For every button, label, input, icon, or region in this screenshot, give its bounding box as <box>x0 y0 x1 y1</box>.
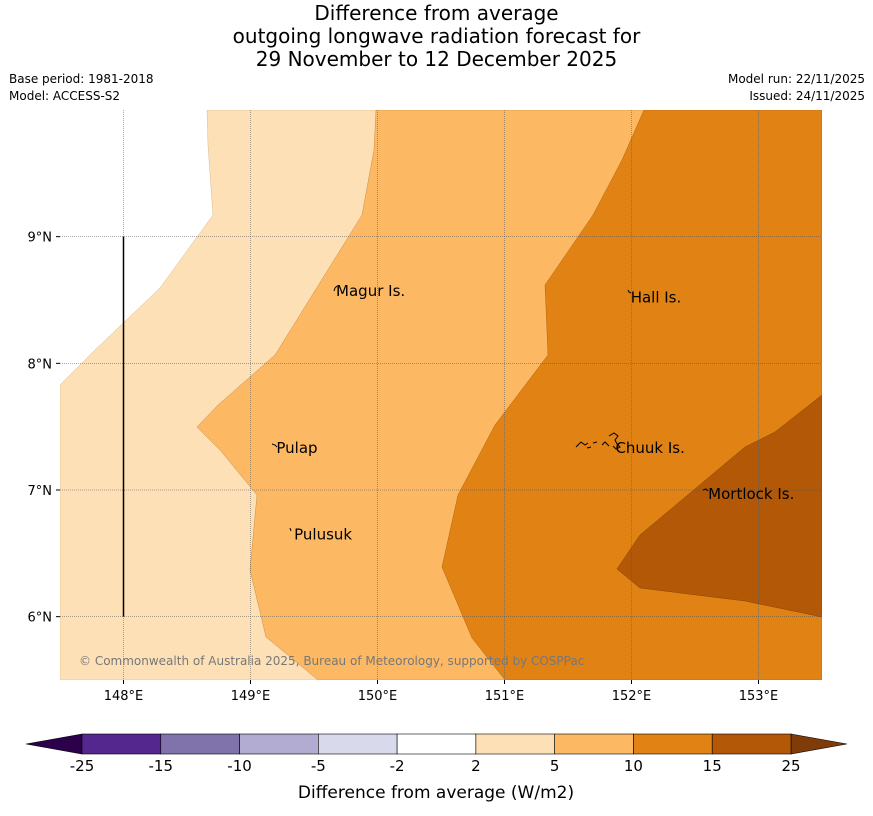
colorbar-segment <box>239 733 319 755</box>
lat-tick-label: 9°N <box>28 231 53 246</box>
place-labels: Magur Is. Hall Is. Pulap Chuuk Is. Mortlock … <box>276 282 794 543</box>
place-label: Mortlock Is. <box>708 485 794 503</box>
lat-tick-label: 8°N <box>28 357 53 372</box>
colorbar: -25 -15 -10 -5 -2 2 5 10 15 25 Difference from av… <box>25 733 848 803</box>
colorbar-tick-label: 5 <box>550 757 560 775</box>
map-panel: Magur Is. Hall Is. Pulap Chuuk Is. Mortlock … <box>28 110 822 704</box>
colorbar-segment <box>318 733 398 755</box>
latitude-ticks: 9°N 8°N 7°N 6°N <box>28 231 60 626</box>
colorbar-segment <box>711 733 792 755</box>
title-line-1: Difference from average <box>314 1 559 25</box>
meta-left: Base period: 1981-2018 Model: ACCESS-S2 <box>9 71 154 105</box>
pulusuk-island-outline <box>289 527 292 532</box>
colorbar-tick-label: 2 <box>471 757 481 775</box>
lon-tick-label: 150°E <box>358 689 398 704</box>
colorbar-tick-label: -15 <box>149 757 174 775</box>
lat-tick-label: 7°N <box>28 484 53 499</box>
model-run: Model run: 22/11/2025 <box>727 72 865 86</box>
place-label: Chuuk Is. <box>615 439 684 457</box>
lon-tick-label: 152°E <box>612 689 652 704</box>
title-line-2: outgoing longwave radiation forecast for <box>232 24 641 48</box>
mortlock-island-outline <box>702 488 709 492</box>
issued-date: Issued: 24/11/2025 <box>749 89 865 103</box>
colorbar-tick-label: -25 <box>70 757 95 775</box>
colorbar-title: Difference from average (W/m2) <box>298 783 574 803</box>
colorbar-tick-label: 25 <box>781 757 800 775</box>
colorbar-segment <box>81 733 162 755</box>
place-label: Hall Is. <box>631 288 682 306</box>
meta-right: Model run: 22/11/2025 Issued: 24/11/2025 <box>728 71 865 105</box>
colorbar-segment <box>554 733 634 755</box>
lon-tick-label: 149°E <box>231 689 271 704</box>
colorbar-tick-label: -10 <box>227 757 252 775</box>
copyright-notice: © Commonwealth of Australia 2025, Bureau… <box>79 654 584 668</box>
colorbar-under-arrow <box>25 733 83 755</box>
colorbar-segment <box>475 733 555 755</box>
hall-island-outline <box>627 289 632 294</box>
place-label: Pulusuk <box>294 525 352 543</box>
island-outlines <box>271 285 709 532</box>
band-15-25 <box>616 394 822 618</box>
colorbar-segments <box>81 733 792 755</box>
lon-tick-label: 151°E <box>485 689 525 704</box>
magur-island-outline <box>333 285 338 292</box>
chuuk-lagoon-outline <box>575 432 621 450</box>
place-label: Pulap <box>276 439 317 457</box>
colorbar-tick-label: -5 <box>311 757 326 775</box>
colorbar-segment <box>633 733 713 755</box>
base-period: Base period: 1981-2018 <box>9 72 154 86</box>
contour-fills <box>60 110 822 680</box>
model-name: Model: ACCESS-S2 <box>9 89 121 103</box>
colorbar-tick-label: 15 <box>703 757 722 775</box>
colorbar-tick-labels: -25 -15 -10 -5 -2 2 5 10 15 25 <box>70 757 801 775</box>
colorbar-tick-label: 10 <box>624 757 643 775</box>
title-line-3: 29 November to 12 December 2025 <box>255 47 618 71</box>
lat-tick-label: 6°N <box>28 611 53 626</box>
colorbar-segment <box>396 733 477 755</box>
colorbar-over-arrow <box>790 733 848 755</box>
place-label: Magur Is. <box>336 282 405 300</box>
colorbar-segment <box>160 733 240 755</box>
longitude-ticks: 148°E 149°E 150°E 151°E 152°E 153°E <box>104 680 779 704</box>
lon-tick-label: 148°E <box>104 689 144 704</box>
colorbar-tick-label: -2 <box>390 757 405 775</box>
lon-tick-label: 153°E <box>739 689 779 704</box>
pulap-island-outline <box>271 443 278 448</box>
